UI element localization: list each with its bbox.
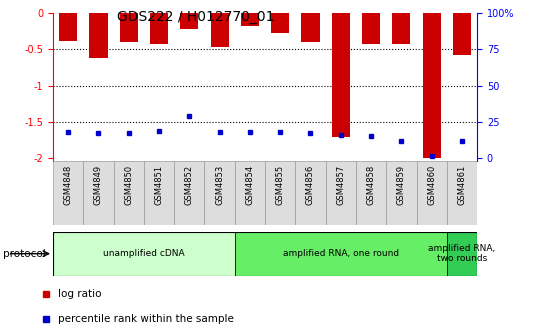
Bar	[301, 13, 320, 42]
Text: GSM4859: GSM4859	[397, 165, 406, 205]
Text: GSM4858: GSM4858	[367, 165, 376, 205]
Text: unamplified cDNA: unamplified cDNA	[103, 249, 185, 258]
Text: GSM4851: GSM4851	[155, 165, 163, 205]
Bar	[453, 13, 471, 55]
Bar	[114, 161, 144, 225]
Bar	[326, 161, 356, 225]
Bar	[53, 232, 235, 276]
Bar	[362, 13, 380, 44]
Bar	[119, 13, 138, 42]
Text: amplified RNA, one round: amplified RNA, one round	[283, 249, 399, 258]
Text: amplified RNA,
two rounds: amplified RNA, two rounds	[429, 244, 496, 263]
Bar	[235, 232, 447, 276]
Bar	[241, 13, 259, 27]
Text: GSM4856: GSM4856	[306, 165, 315, 205]
Text: GSM4857: GSM4857	[336, 165, 345, 205]
Bar	[174, 161, 204, 225]
Text: GSM4861: GSM4861	[458, 165, 466, 205]
Text: GSM4854: GSM4854	[246, 165, 254, 205]
Bar	[447, 161, 477, 225]
Bar	[422, 13, 441, 158]
Bar	[295, 161, 326, 225]
Bar	[271, 13, 289, 33]
Bar	[53, 161, 83, 225]
Text: percentile rank within the sample: percentile rank within the sample	[58, 314, 234, 324]
Bar	[356, 161, 386, 225]
Bar	[150, 13, 168, 44]
Text: GSM4855: GSM4855	[276, 165, 285, 205]
Text: protocol: protocol	[3, 249, 46, 259]
Text: GSM4853: GSM4853	[215, 165, 224, 205]
Bar	[265, 161, 295, 225]
Text: GSM4852: GSM4852	[185, 165, 194, 205]
Text: GSM4848: GSM4848	[64, 165, 73, 205]
Bar	[386, 161, 416, 225]
Bar	[204, 161, 235, 225]
Text: GSM4850: GSM4850	[124, 165, 133, 205]
Bar	[83, 161, 114, 225]
Bar	[447, 232, 477, 276]
Bar	[392, 13, 411, 44]
Text: GDS222 / H012770_01: GDS222 / H012770_01	[117, 10, 274, 24]
Bar	[416, 161, 447, 225]
Text: GSM4849: GSM4849	[94, 165, 103, 205]
Text: GSM4860: GSM4860	[427, 165, 436, 205]
Text: log ratio: log ratio	[58, 289, 102, 299]
Bar	[180, 13, 199, 29]
Bar	[235, 161, 265, 225]
Bar	[144, 161, 174, 225]
Bar	[210, 13, 229, 47]
Bar	[59, 13, 77, 41]
Bar	[89, 13, 108, 58]
Bar	[331, 13, 350, 137]
